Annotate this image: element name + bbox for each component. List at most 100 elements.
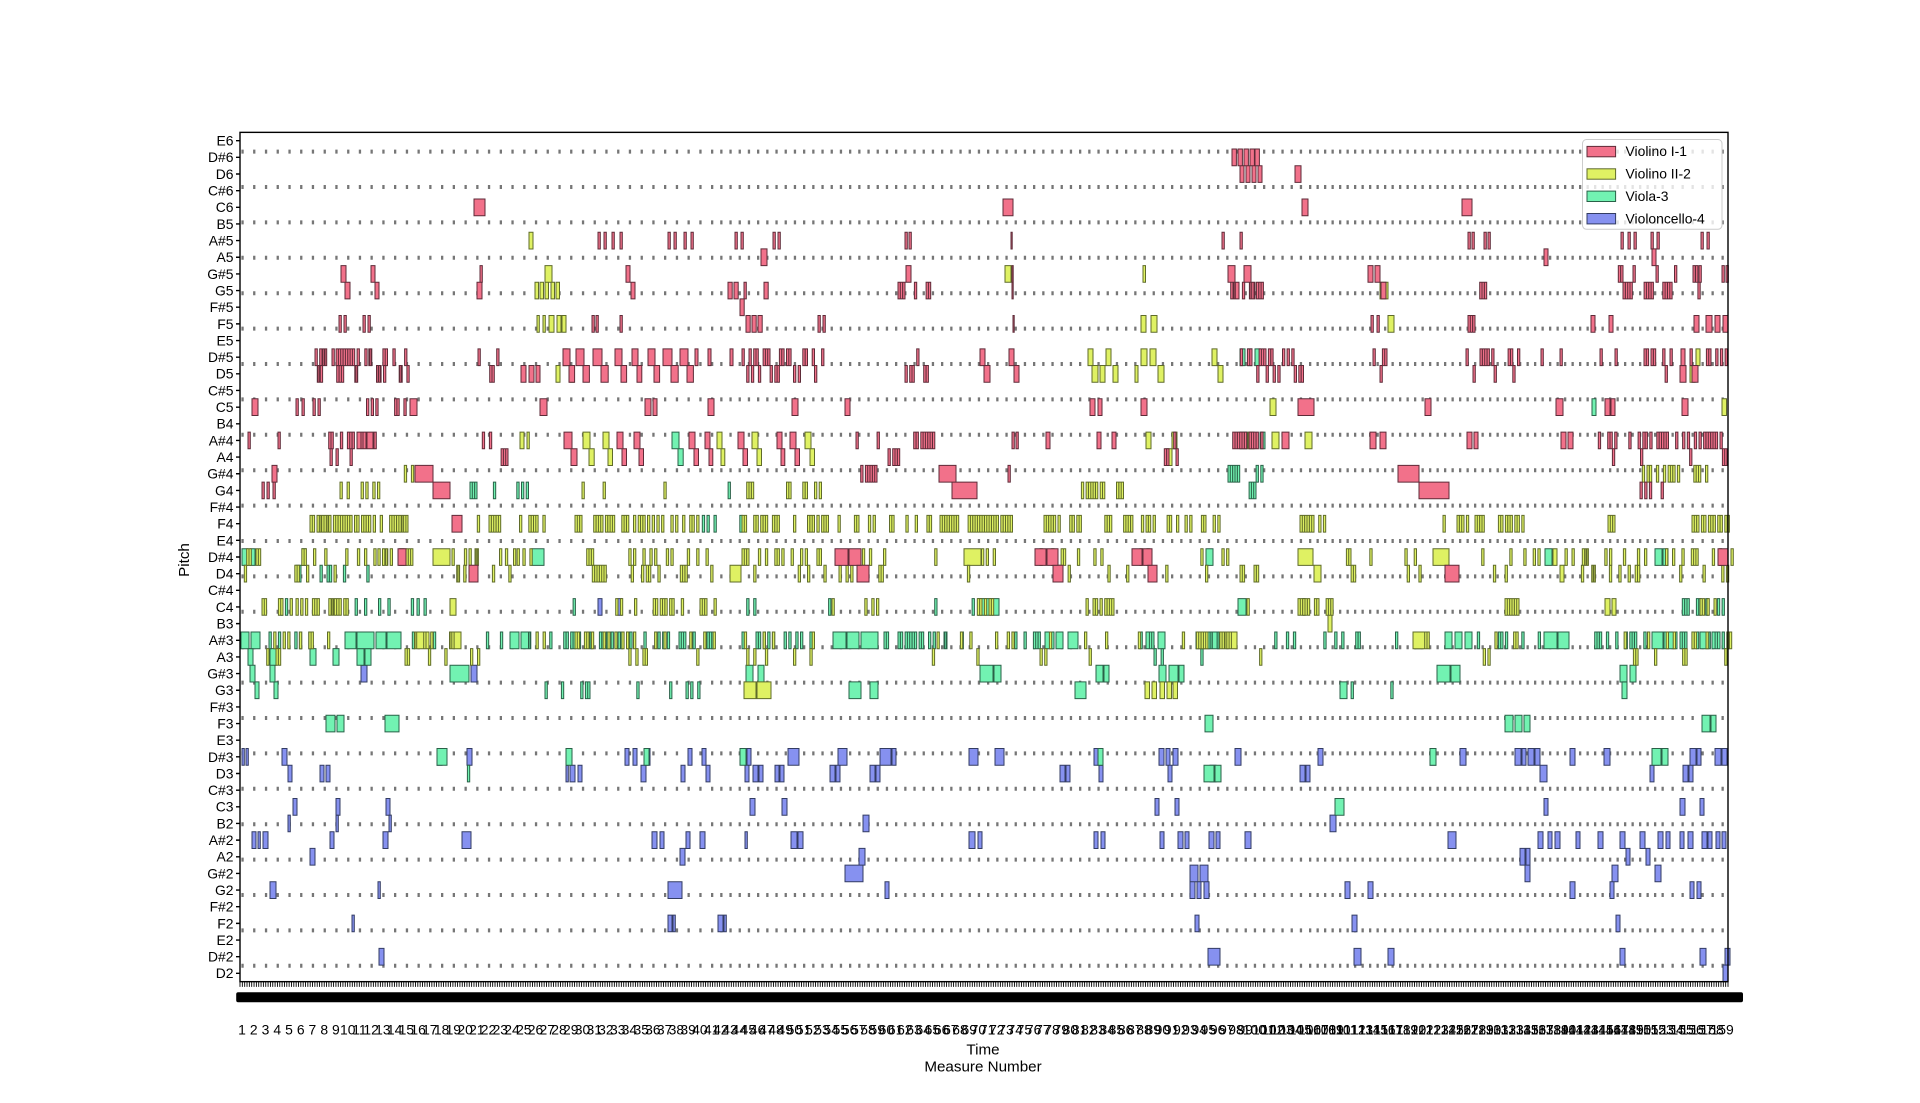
svg-text:37: 37	[657, 1022, 673, 1038]
svg-text:145: 145	[1591, 1022, 1614, 1038]
svg-text:149: 149	[1621, 1022, 1644, 1038]
svg-text:45: 45	[741, 1022, 757, 1038]
svg-text:142: 142	[1568, 1022, 1591, 1038]
svg-text:157: 157	[1691, 1022, 1714, 1038]
svg-text:8: 8	[320, 1022, 328, 1038]
svg-text:109: 109	[1321, 1022, 1344, 1038]
svg-text:63: 63	[906, 1022, 922, 1038]
svg-text:52: 52	[805, 1022, 821, 1038]
svg-text:D6: D6	[216, 166, 234, 182]
svg-text:C#3: C#3	[208, 782, 234, 798]
svg-text:G4: G4	[215, 482, 234, 498]
svg-text:59: 59	[869, 1022, 885, 1038]
svg-text:144: 144	[1583, 1022, 1606, 1038]
svg-text:73: 73	[998, 1022, 1014, 1038]
svg-text:C5: C5	[216, 399, 234, 415]
svg-text:103: 103	[1270, 1022, 1293, 1038]
svg-text:97: 97	[1219, 1022, 1235, 1038]
svg-text:D#2: D#2	[208, 949, 234, 965]
svg-text:43: 43	[722, 1022, 738, 1038]
svg-text:18: 18	[434, 1022, 450, 1038]
svg-text:C#5: C#5	[208, 382, 234, 398]
svg-text:126: 126	[1448, 1022, 1471, 1038]
svg-text:A#2: A#2	[209, 832, 234, 848]
svg-text:141: 141	[1561, 1022, 1584, 1038]
svg-text:133: 133	[1501, 1022, 1524, 1038]
svg-text:15: 15	[399, 1022, 415, 1038]
svg-text:134: 134	[1508, 1022, 1531, 1038]
svg-text:G2: G2	[215, 882, 234, 898]
svg-text:A5: A5	[217, 249, 234, 265]
svg-text:138: 138	[1538, 1022, 1561, 1038]
svg-text:E6: E6	[217, 133, 234, 149]
svg-text:127: 127	[1456, 1022, 1479, 1038]
svg-text:60: 60	[879, 1022, 895, 1038]
svg-text:139: 139	[1546, 1022, 1569, 1038]
svg-text:E3: E3	[217, 732, 234, 748]
svg-text:96: 96	[1210, 1022, 1226, 1038]
svg-text:C6: C6	[216, 199, 234, 215]
svg-text:140: 140	[1553, 1022, 1576, 1038]
svg-text:42: 42	[713, 1022, 729, 1038]
svg-text:69: 69	[961, 1022, 977, 1038]
svg-text:54: 54	[823, 1022, 839, 1038]
svg-text:47: 47	[759, 1022, 775, 1038]
svg-text:83: 83	[1090, 1022, 1106, 1038]
svg-text:D#3: D#3	[208, 749, 234, 765]
svg-text:121: 121	[1411, 1022, 1434, 1038]
svg-text:87: 87	[1127, 1022, 1143, 1038]
svg-text:89: 89	[1145, 1022, 1161, 1038]
svg-text:35: 35	[633, 1022, 649, 1038]
svg-text:113: 113	[1351, 1022, 1373, 1038]
svg-text:70: 70	[971, 1022, 987, 1038]
svg-text:82: 82	[1081, 1022, 1097, 1038]
svg-text:19: 19	[446, 1022, 462, 1038]
svg-text:95: 95	[1201, 1022, 1217, 1038]
svg-text:80: 80	[1063, 1022, 1079, 1038]
svg-text:50: 50	[787, 1022, 803, 1038]
svg-text:G#4: G#4	[207, 466, 234, 482]
svg-text:32: 32	[598, 1022, 614, 1038]
svg-text:128: 128	[1463, 1022, 1486, 1038]
svg-text:G#3: G#3	[207, 666, 234, 682]
svg-text:B5: B5	[217, 216, 234, 232]
svg-text:A#5: A#5	[209, 233, 234, 249]
svg-text:Measure Number: Measure Number	[924, 1058, 1041, 1075]
svg-text:33: 33	[610, 1022, 626, 1038]
svg-text:122: 122	[1418, 1022, 1441, 1038]
svg-text:F2: F2	[217, 915, 233, 931]
svg-text:E5: E5	[217, 332, 234, 348]
svg-text:120: 120	[1403, 1022, 1426, 1038]
svg-text:58: 58	[860, 1022, 876, 1038]
svg-text:25: 25	[516, 1022, 532, 1038]
svg-text:Violino II-2: Violino II-2	[1626, 166, 1692, 182]
svg-text:D#6: D#6	[208, 149, 234, 165]
svg-text:4: 4	[273, 1022, 281, 1038]
svg-text:135: 135	[1516, 1022, 1539, 1038]
svg-text:86: 86	[1118, 1022, 1134, 1038]
svg-text:51: 51	[796, 1022, 812, 1038]
svg-text:A#3: A#3	[209, 632, 234, 648]
svg-text:16: 16	[410, 1022, 426, 1038]
svg-text:152: 152	[1643, 1022, 1666, 1038]
svg-text:56: 56	[842, 1022, 858, 1038]
svg-text:Violoncello-4: Violoncello-4	[1626, 210, 1706, 226]
svg-text:14: 14	[387, 1022, 403, 1038]
svg-text:77: 77	[1035, 1022, 1051, 1038]
svg-text:1: 1	[238, 1022, 246, 1038]
svg-text:46: 46	[750, 1022, 766, 1038]
svg-text:2: 2	[250, 1022, 258, 1038]
svg-text:G#5: G#5	[207, 266, 234, 282]
svg-text:A2: A2	[217, 849, 234, 865]
svg-text:D#4: D#4	[208, 549, 234, 565]
svg-text:10: 10	[340, 1022, 356, 1038]
svg-text:28: 28	[551, 1022, 567, 1038]
svg-text:7: 7	[309, 1022, 317, 1038]
svg-text:116: 116	[1374, 1022, 1396, 1038]
svg-text:31: 31	[586, 1022, 602, 1038]
svg-text:E2: E2	[217, 932, 234, 948]
svg-text:D3: D3	[216, 765, 234, 781]
svg-text:99: 99	[1237, 1022, 1253, 1038]
svg-text:C#4: C#4	[208, 582, 234, 598]
svg-text:146: 146	[1598, 1022, 1621, 1038]
